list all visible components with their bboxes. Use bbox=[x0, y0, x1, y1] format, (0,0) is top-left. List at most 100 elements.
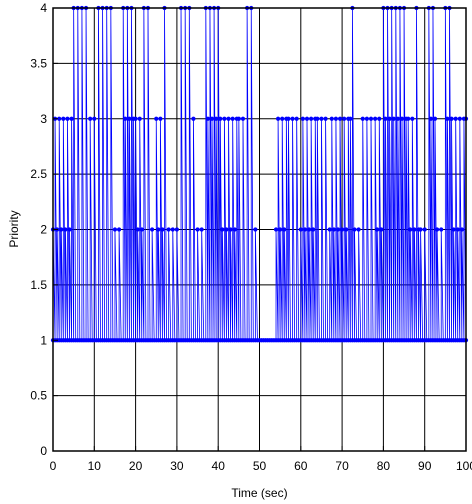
data-point bbox=[282, 227, 287, 232]
data-point bbox=[214, 116, 219, 121]
x-tick-label: 40 bbox=[212, 459, 226, 473]
data-point bbox=[236, 116, 241, 121]
data-point bbox=[323, 116, 328, 121]
data-point bbox=[368, 116, 374, 121]
x-tick-label: 20 bbox=[129, 459, 143, 473]
data-point bbox=[226, 116, 231, 121]
data-point bbox=[335, 227, 341, 232]
data-point bbox=[340, 227, 345, 232]
data-point bbox=[137, 116, 142, 121]
data-point bbox=[158, 116, 163, 121]
data-point bbox=[410, 116, 415, 121]
y-tick-label: 2.5 bbox=[30, 167, 47, 181]
data-point bbox=[160, 227, 165, 232]
data-point bbox=[391, 116, 396, 121]
data-point bbox=[278, 227, 283, 232]
data-point bbox=[309, 116, 314, 121]
x-tick-label: 30 bbox=[170, 459, 184, 473]
data-point bbox=[373, 116, 378, 121]
data-point bbox=[191, 116, 196, 121]
data-point bbox=[377, 116, 382, 121]
data-point bbox=[240, 116, 246, 121]
data-point bbox=[224, 227, 229, 232]
data-point bbox=[348, 116, 353, 121]
data-point bbox=[61, 116, 66, 121]
data-point bbox=[387, 116, 392, 121]
data-point bbox=[205, 116, 210, 121]
data-point bbox=[280, 116, 285, 121]
data-point bbox=[253, 227, 258, 232]
y-tick-labels: 0 0.5 1 1.5 2 2.5 3 3.5 4 bbox=[30, 1, 47, 458]
data-point bbox=[116, 227, 122, 232]
data-point bbox=[379, 227, 384, 232]
data-point bbox=[364, 116, 369, 121]
y-tick-label: 0 bbox=[40, 444, 47, 458]
data-point bbox=[439, 227, 444, 232]
data-point bbox=[298, 227, 303, 232]
data-point bbox=[166, 227, 171, 232]
data-point bbox=[375, 227, 380, 232]
x-tick-label: 0 bbox=[50, 459, 57, 473]
data-point bbox=[360, 116, 365, 121]
data-point bbox=[333, 116, 339, 121]
data-point bbox=[399, 116, 405, 121]
data-point bbox=[92, 116, 97, 121]
x-tick-label: 60 bbox=[294, 459, 308, 473]
data-point bbox=[383, 116, 388, 121]
data-point bbox=[327, 227, 332, 232]
data-point bbox=[220, 227, 225, 232]
data-point bbox=[459, 227, 464, 232]
data-point bbox=[273, 227, 279, 232]
data-point bbox=[422, 227, 427, 232]
y-tick-label: 1.5 bbox=[30, 278, 47, 292]
data-point bbox=[428, 116, 433, 121]
data-point bbox=[445, 116, 450, 121]
data-point bbox=[331, 227, 336, 232]
data-point bbox=[123, 116, 128, 121]
data-point bbox=[59, 227, 64, 232]
data-point bbox=[306, 227, 312, 232]
data-point bbox=[139, 227, 144, 232]
data-point bbox=[395, 116, 400, 121]
y-tick-label: 2 bbox=[40, 223, 47, 237]
x-tick-label: 90 bbox=[418, 459, 432, 473]
data-point bbox=[412, 227, 417, 232]
data-point bbox=[342, 116, 347, 121]
data-point bbox=[230, 116, 235, 121]
data-point bbox=[88, 116, 93, 121]
data-point bbox=[199, 227, 204, 232]
y-axis-title: Priority bbox=[7, 210, 21, 247]
data-point bbox=[319, 116, 324, 121]
data-point bbox=[133, 116, 138, 121]
data-point bbox=[449, 116, 454, 121]
data-point bbox=[451, 227, 456, 232]
priority-series bbox=[50, 5, 469, 343]
y-tick-label: 3.5 bbox=[30, 56, 47, 70]
data-point bbox=[275, 116, 281, 121]
data-point bbox=[315, 116, 320, 121]
data-point bbox=[290, 116, 295, 121]
data-point bbox=[127, 116, 132, 121]
data-point bbox=[150, 227, 155, 232]
data-point bbox=[69, 116, 74, 121]
axis-ticks bbox=[52, 7, 467, 452]
data-point bbox=[232, 227, 237, 232]
data-point bbox=[63, 227, 68, 232]
data-point bbox=[112, 227, 118, 232]
data-point bbox=[154, 116, 159, 121]
x-tick-label: 50 bbox=[253, 459, 267, 473]
x-tick-label: 10 bbox=[88, 459, 102, 473]
y-tick-label: 1 bbox=[40, 333, 47, 347]
data-point bbox=[135, 227, 140, 232]
data-point bbox=[195, 227, 200, 232]
data-point bbox=[352, 227, 357, 232]
data-point bbox=[67, 227, 72, 232]
y-tick-label: 4 bbox=[40, 1, 47, 15]
data-point bbox=[218, 116, 223, 121]
data-point bbox=[329, 116, 334, 121]
data-point bbox=[65, 116, 70, 121]
data-point bbox=[304, 116, 310, 121]
data-point bbox=[432, 116, 438, 121]
x-tick-label: 100 bbox=[456, 459, 472, 473]
y-tick-label: 0.5 bbox=[30, 389, 47, 403]
